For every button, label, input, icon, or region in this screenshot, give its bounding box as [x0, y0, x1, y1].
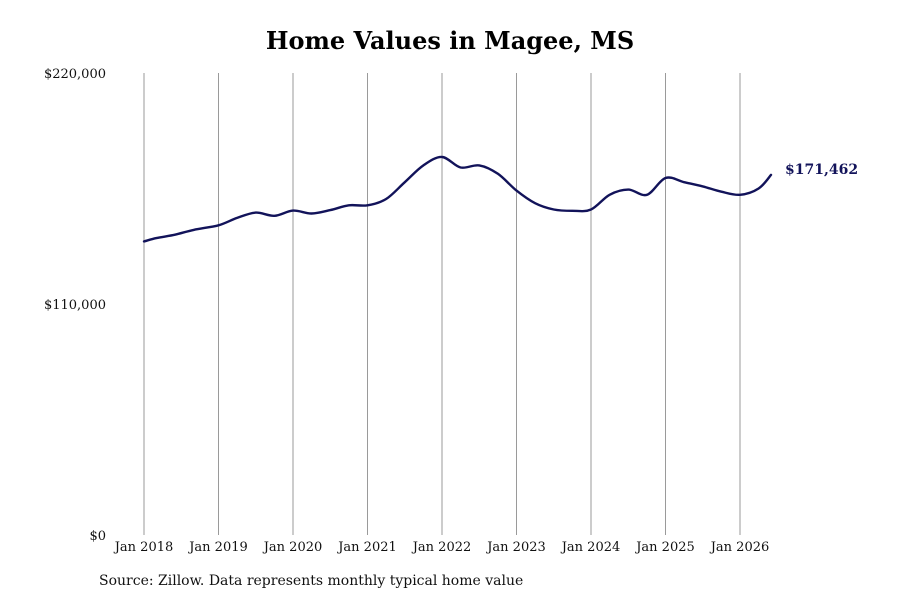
y-tick-label: $0	[89, 529, 106, 544]
x-tick-label: Jan 2025	[634, 540, 695, 555]
y-tick-label: $220,000	[44, 67, 106, 82]
source-note: Source: Zillow. Data represents monthly …	[99, 573, 524, 589]
x-tick-label: Jan 2018	[113, 540, 174, 555]
x-tick-label: Jan 2023	[485, 540, 546, 555]
y-tick-label: $110,000	[44, 298, 106, 313]
x-tick-label: Jan 2026	[709, 540, 770, 555]
x-tick-label: Jan 2020	[262, 540, 323, 555]
x-tick-label: Jan 2021	[336, 540, 397, 555]
end-value-label: $171,462	[785, 162, 858, 178]
series-line	[142, 155, 773, 243]
chart-title: Home Values in Magee, MS	[265, 26, 635, 55]
x-tick-label: Jan 2024	[560, 540, 621, 555]
x-tick-label: Jan 2019	[187, 540, 248, 555]
x-tick-label: Jan 2022	[411, 540, 472, 555]
